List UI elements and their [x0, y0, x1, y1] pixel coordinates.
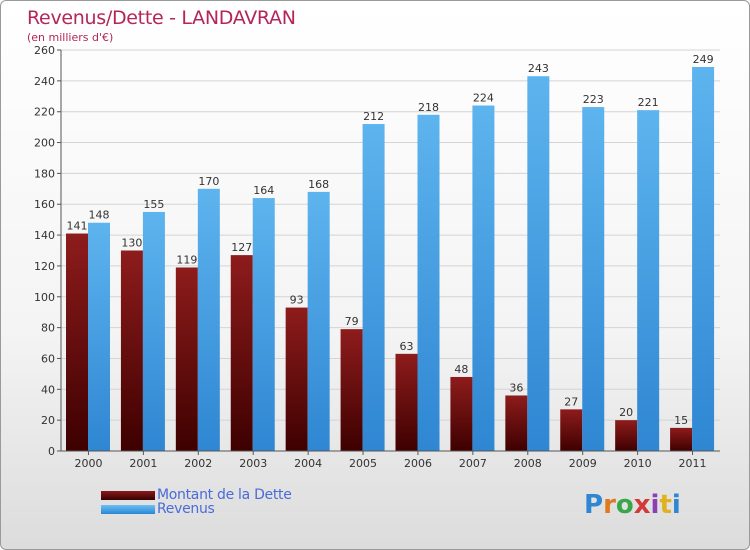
x-tick-label: 2009 [569, 457, 597, 470]
chart-subtitle: (en milliers d'€) [27, 31, 114, 44]
bar-dette [670, 427, 693, 451]
bar-revenus [88, 222, 110, 451]
bar-revenus [637, 110, 660, 452]
bar-revenus [417, 114, 440, 452]
data-label-dette: 20 [619, 406, 633, 419]
bar-dette [560, 409, 583, 451]
x-tick-label: 2005 [349, 457, 377, 470]
data-label-dette: 36 [509, 381, 523, 394]
x-tick-label: 2001 [129, 457, 157, 470]
x-tick-label: 2006 [404, 457, 432, 470]
bar-dette [120, 250, 143, 451]
data-label-revenus: 224 [473, 92, 494, 105]
logo-letter: i [650, 490, 660, 520]
x-tick-label: 2002 [184, 457, 212, 470]
x-tick-label: 2004 [294, 457, 322, 470]
data-label-dette: 15 [674, 414, 688, 427]
x-tick-label: 2008 [514, 457, 542, 470]
y-tick-label: 140 [34, 229, 55, 242]
y-tick-label: 260 [34, 44, 55, 57]
data-label-revenus: 218 [418, 101, 439, 114]
y-tick-label: 160 [34, 198, 55, 211]
data-label-dette: 63 [400, 340, 414, 353]
data-label-revenus: 249 [693, 53, 714, 66]
bar-dette [340, 329, 363, 451]
data-label-dette: 127 [231, 241, 252, 254]
legend-label-revenus: Revenus [157, 501, 215, 517]
logo-letter: i [671, 490, 681, 520]
data-label-dette: 93 [290, 294, 304, 307]
data-label-revenus: 212 [363, 110, 384, 123]
bar-dette [395, 353, 418, 451]
legend-swatch-dette [101, 490, 155, 500]
y-tick-label: 60 [41, 352, 55, 365]
logo-letter: t [659, 490, 672, 520]
x-tick-label: 2000 [74, 457, 102, 470]
data-label-dette: 141 [67, 220, 88, 233]
data-label-dette: 119 [176, 253, 197, 266]
bar-revenus [527, 76, 550, 451]
data-label-revenus: 168 [308, 178, 329, 191]
logo-letter: o [615, 490, 634, 520]
bar-revenus [582, 107, 605, 452]
bar-dette [450, 376, 473, 451]
bar-revenus [307, 191, 330, 451]
y-tick-label: 40 [41, 383, 55, 396]
data-label-revenus: 164 [253, 184, 274, 197]
data-label-dette: 130 [121, 237, 142, 250]
y-tick-label: 20 [41, 414, 55, 427]
bar-revenus [362, 124, 385, 452]
bar-revenus [142, 211, 165, 451]
y-tick-label: 0 [48, 445, 55, 458]
proxiti-logo: Proxiti [584, 490, 681, 520]
data-label-revenus: 155 [143, 198, 164, 211]
bar-revenus [252, 198, 275, 451]
data-label-revenus: 243 [528, 62, 549, 75]
x-tick-label: 2010 [624, 457, 652, 470]
y-tick-label: 120 [34, 260, 55, 273]
y-tick-label: 200 [34, 137, 55, 150]
data-label-revenus: 223 [583, 93, 604, 106]
bar-revenus [692, 66, 715, 451]
logo-letter: x [633, 490, 651, 520]
y-tick-label: 240 [34, 75, 55, 88]
legend-swatch-revenus [101, 504, 155, 514]
legend-item-dette: Montant de la Dette [101, 487, 292, 503]
x-tick-label: 2011 [679, 457, 707, 470]
bar-dette [66, 233, 88, 451]
bar-dette [505, 395, 528, 451]
data-label-revenus: 148 [89, 209, 110, 222]
bar-dette [285, 307, 308, 451]
chart-title: Revenus/Dette - LANDAVRAN [27, 7, 296, 29]
bar-revenus [197, 188, 220, 452]
data-label-dette: 48 [454, 363, 468, 376]
data-label-dette: 79 [345, 315, 359, 328]
x-tick-label: 2007 [459, 457, 487, 470]
legend-label-dette: Montant de la Dette [157, 487, 292, 503]
bar-dette [230, 255, 253, 451]
y-tick-label: 180 [34, 167, 55, 180]
y-tick-label: 220 [34, 106, 55, 119]
logo-letter: r [603, 490, 616, 520]
data-label-revenus: 170 [198, 175, 219, 188]
y-tick-label: 80 [41, 322, 55, 335]
y-tick-label: 100 [34, 291, 55, 304]
logo-letter: P [584, 490, 604, 520]
legend-item-revenus: Revenus [101, 501, 215, 517]
bar-revenus [472, 105, 495, 452]
data-label-dette: 27 [564, 395, 578, 408]
x-tick-label: 2003 [239, 457, 267, 470]
data-label-revenus: 221 [638, 96, 659, 109]
bar-dette [615, 420, 638, 451]
bar-dette [175, 267, 198, 451]
